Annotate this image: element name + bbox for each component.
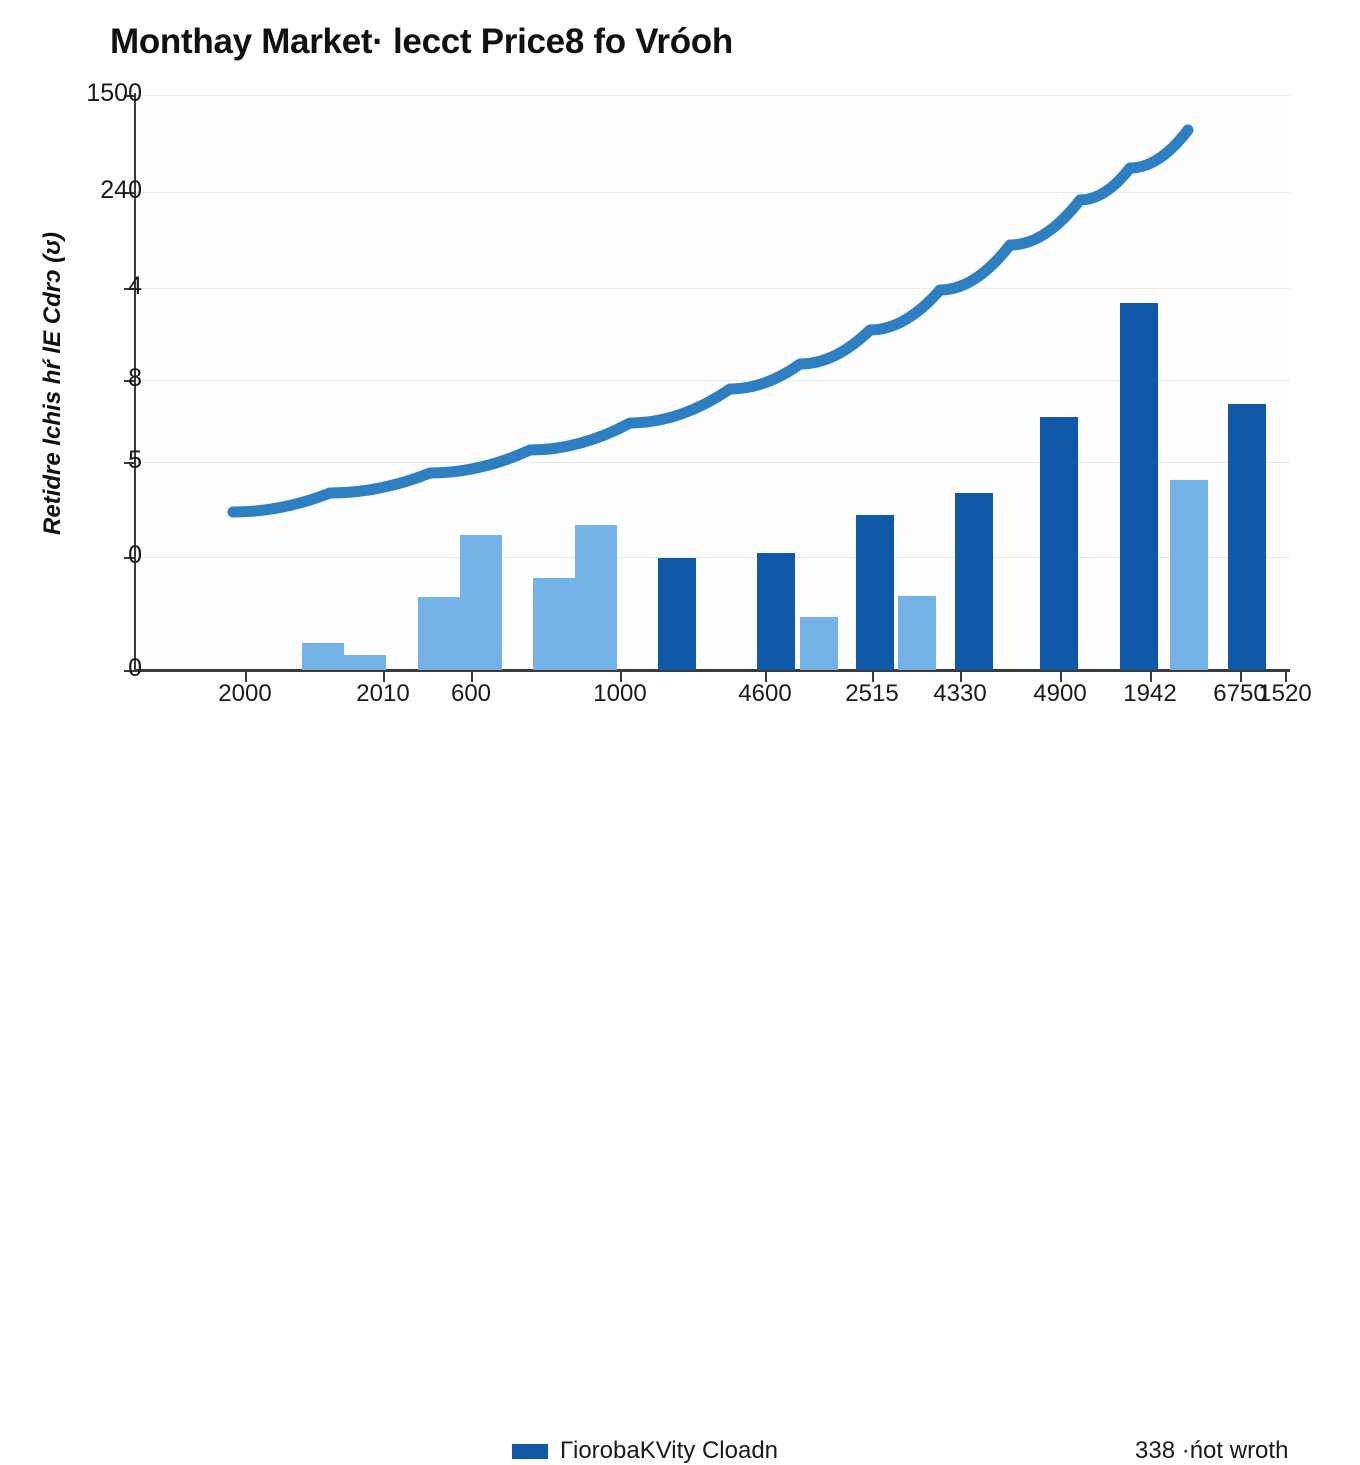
- x-axis-line: [134, 669, 1290, 672]
- y-tick-label: 8: [128, 364, 142, 392]
- x-tick-mark: [471, 671, 473, 682]
- bar[interactable]: [575, 525, 617, 670]
- legend-swatch-series-1: [512, 1444, 548, 1459]
- x-tick-mark: [1060, 671, 1062, 682]
- bar[interactable]: [1228, 404, 1266, 670]
- x-tick-mark: [245, 671, 247, 682]
- y-tick-label: 5: [128, 446, 142, 474]
- x-tick-label: 4330: [933, 680, 987, 707]
- y-tick-label: 240: [100, 176, 142, 204]
- bar[interactable]: [533, 578, 575, 670]
- x-tick-mark: [765, 671, 767, 682]
- y-tick-mark: [124, 670, 135, 672]
- bar[interactable]: [898, 596, 936, 670]
- bar[interactable]: [418, 597, 460, 670]
- y-tick-mark: [124, 557, 135, 559]
- x-tick-mark: [960, 671, 962, 682]
- bar[interactable]: [302, 643, 344, 670]
- y-tick-label: 4: [128, 272, 142, 300]
- y-axis-line: [134, 93, 136, 671]
- bar[interactable]: [856, 515, 894, 670]
- legend-label-series-1: ГiorobaKVity Cloadn: [560, 1437, 779, 1464]
- y-tick-mark: [124, 95, 135, 97]
- x-tick-label: 600: [450, 680, 492, 707]
- x-tick-label: 1520: [1258, 680, 1312, 707]
- y-tick-label: 0: [128, 654, 142, 682]
- y-tick-mark: [124, 380, 135, 382]
- bar[interactable]: [1170, 480, 1208, 670]
- bar[interactable]: [1120, 303, 1158, 670]
- x-tick-label: 6750: [1213, 680, 1267, 707]
- bar[interactable]: [955, 493, 993, 670]
- x-tick-mark: [620, 671, 622, 682]
- gridline: [135, 95, 1290, 96]
- x-tick-mark: [1285, 671, 1287, 682]
- x-tick-label: 1942: [1123, 680, 1177, 707]
- y-tick-mark: [124, 288, 135, 290]
- x-tick-label: 2010: [356, 680, 410, 707]
- legend-note-text: 338 ·ńot wroth: [1135, 1437, 1289, 1464]
- y-tick-mark: [124, 192, 135, 194]
- x-tick-label: 4900: [1033, 680, 1087, 707]
- chart-title: Monthay Market· lecct Price8 fo Vróoh: [110, 22, 733, 61]
- x-tick-label: 4600: [738, 680, 792, 707]
- x-tick-mark: [383, 671, 385, 682]
- y-tick-label: 1500: [86, 79, 142, 107]
- x-tick-label: 1000: [593, 680, 647, 707]
- y-tick-mark: [124, 462, 135, 464]
- gridline: [135, 557, 1290, 558]
- x-tick-mark: [1240, 671, 1242, 682]
- bar[interactable]: [658, 558, 696, 670]
- legend: ГiorobaKVity Cloadn 338 ·ńot wroth: [0, 715, 1360, 1464]
- bar[interactable]: [1040, 417, 1078, 670]
- bar[interactable]: [344, 655, 386, 670]
- x-tick-label: 2515: [845, 680, 899, 707]
- x-tick-mark: [872, 671, 874, 682]
- x-tick-label: 2000: [218, 680, 272, 707]
- bars-layer: [0, 0, 1360, 670]
- y-tick-label: 0: [128, 541, 142, 569]
- bar[interactable]: [460, 535, 502, 670]
- bar[interactable]: [757, 553, 795, 670]
- bar[interactable]: [800, 617, 838, 670]
- x-tick-mark: [1150, 671, 1152, 682]
